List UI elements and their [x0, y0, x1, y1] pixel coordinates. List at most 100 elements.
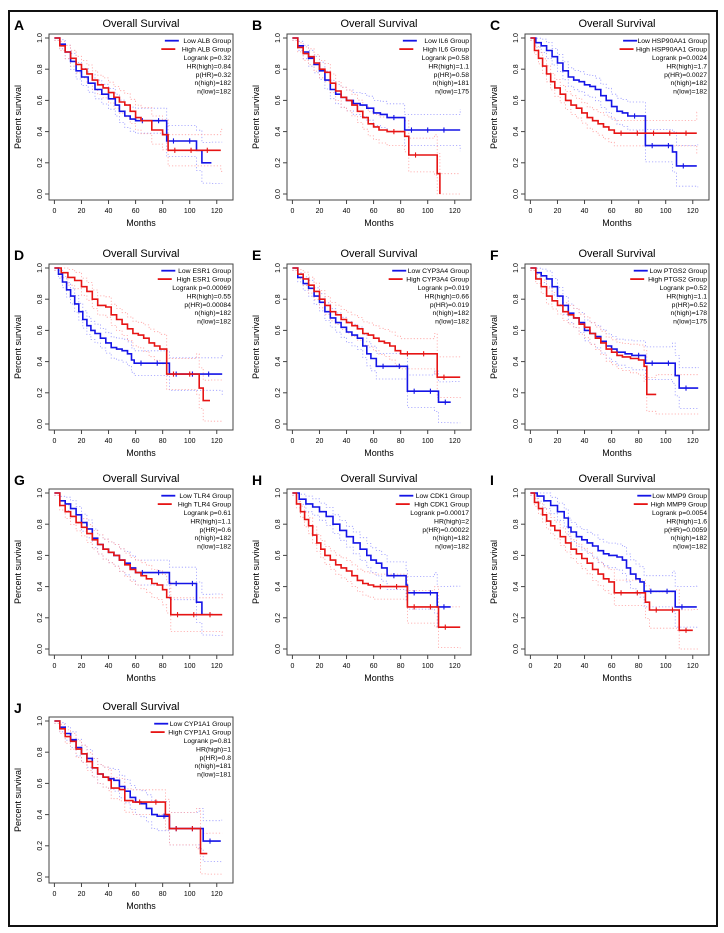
x-tick-label: 60 — [370, 208, 378, 215]
y-tick-label: 0.8 — [513, 519, 520, 529]
x-tick-label: 0 — [52, 663, 56, 670]
panel-letter: B — [252, 17, 262, 33]
x-axis-label: Months — [602, 673, 632, 683]
km-plot-CYP1A1: J Overall Survival 0.0 0.2 0.4 0.6 0.8 1.0 0 20 40… — [13, 700, 234, 911]
y-tick-label: 0.6 — [513, 95, 520, 105]
km-plot-CDK1: H Overall Survival 0.0 0.2 0.4 0.6 0.8 1.0 0 20 40… — [251, 472, 472, 683]
stat-line: Logrank p=0.0024 — [652, 55, 707, 62]
x-axis-label: Months — [364, 673, 394, 683]
y-tick-label: 0.2 — [275, 613, 282, 623]
stat-line: Logrank p=0.32 — [184, 55, 232, 62]
x-tick-label: 100 — [660, 663, 672, 670]
y-tick-label: 0.8 — [275, 64, 282, 74]
stat-line: p(HR)=0.0059 — [664, 527, 707, 534]
x-tick-label: 0 — [528, 663, 532, 670]
low-legend-label: Low CYP3A4 Group — [408, 268, 469, 275]
x-tick-label: 0 — [290, 438, 294, 445]
km-plot-PTGS2: F Overall Survival 0.0 0.2 0.4 0.6 0.8 1.0 0 20 40… — [489, 247, 710, 458]
x-tick-label: 20 — [78, 891, 86, 898]
high-legend-label: High CYP1A1 Group — [168, 729, 231, 736]
y-tick-label: 0.0 — [37, 189, 44, 199]
y-tick-label: 0.8 — [275, 519, 282, 529]
panel-letter: J — [14, 700, 22, 716]
panel-title: Overall Survival — [102, 701, 179, 713]
plot-frame — [286, 33, 472, 201]
high-ci-curve — [292, 37, 461, 175]
y-tick-label: 1.0 — [275, 33, 282, 43]
high-km-curve — [530, 267, 657, 396]
low-legend-label: Low ESR1 Group — [178, 268, 231, 275]
low-km-curve — [530, 492, 697, 608]
x-tick-label: 100 — [184, 663, 196, 670]
low-ci-curve — [530, 39, 699, 188]
low-ci-curve — [54, 39, 223, 184]
y-tick-label: 0.8 — [37, 294, 44, 304]
x-tick-label: 60 — [608, 663, 616, 670]
x-tick-label: 0 — [52, 438, 56, 445]
panel-letter: A — [14, 17, 24, 33]
x-axis-label: Months — [602, 218, 632, 228]
stat-line: HR(high)=1.1 — [428, 63, 469, 70]
stat-line: n(low)=182 — [435, 319, 469, 326]
km-plot-ESR1: D Overall Survival 0.0 0.2 0.4 0.6 0.8 1.0 0 20 40… — [13, 247, 234, 458]
y-tick-label: 0.0 — [513, 644, 520, 654]
x-tick-label: 20 — [316, 663, 324, 670]
panel-title: Overall Survival — [340, 248, 417, 260]
high-legend-label: High IL6 Group — [423, 46, 469, 53]
x-tick-label: 80 — [397, 208, 405, 215]
y-tick-label: 0.0 — [513, 189, 520, 199]
x-tick-label: 20 — [316, 208, 324, 215]
y-tick-label: 0.0 — [37, 419, 44, 429]
y-tick-label: 0.0 — [275, 644, 282, 654]
stat-line: n(low)=175 — [673, 319, 707, 326]
stat-line: HR(high)=0.66 — [425, 293, 470, 300]
x-tick-label: 80 — [635, 663, 643, 670]
low-ci-curve — [530, 492, 699, 587]
y-tick-label: 1.0 — [275, 263, 282, 273]
x-tick-label: 120 — [449, 663, 461, 670]
stat-line: n(high)=182 — [433, 535, 470, 542]
x-tick-label: 40 — [343, 208, 351, 215]
x-tick-label: 20 — [554, 663, 562, 670]
panel-letter: G — [14, 472, 25, 488]
low-ci-curve — [530, 267, 699, 369]
stat-line: HR(high)=0.84 — [187, 63, 232, 70]
high-ci-curve — [530, 492, 699, 611]
y-tick-label: 0.6 — [513, 325, 520, 335]
stat-line: Logrank p=0.58 — [422, 55, 470, 62]
x-tick-label: 60 — [608, 208, 616, 215]
high-ci-curve — [530, 37, 699, 121]
y-tick-label: 1.0 — [513, 33, 520, 43]
stat-line: HR(high)=1 — [196, 746, 231, 753]
low-ci-curve — [54, 37, 223, 143]
high-km-curve — [292, 492, 461, 628]
x-tick-label: 100 — [184, 208, 196, 215]
y-tick-label: 0.2 — [37, 158, 44, 168]
high-legend-label: High CDK1 Group — [414, 501, 469, 508]
stat-line: p(HR)=0.019 — [430, 302, 469, 309]
x-tick-label: 120 — [687, 663, 699, 670]
stat-line: n(high)=182 — [671, 80, 708, 87]
km-panel-I: I Overall Survival 0.0 0.2 0.4 0.6 0.8 1.0 0 20 40… — [486, 468, 724, 696]
high-km-curve — [54, 267, 210, 402]
stat-line: Logrank p=0.0054 — [652, 510, 707, 517]
y-tick-label: 0.6 — [513, 550, 520, 560]
panel-title: Overall Survival — [340, 473, 417, 485]
high-ci-curve — [54, 722, 223, 875]
km-panel-H: H Overall Survival 0.0 0.2 0.4 0.6 0.8 1.0 0 20 40… — [248, 468, 486, 696]
high-km-curve — [292, 37, 441, 194]
x-tick-label: 80 — [159, 208, 167, 215]
y-tick-label: 0.6 — [37, 778, 44, 788]
km-panel-E: E Overall Survival 0.0 0.2 0.4 0.6 0.8 1.0 0 20 40… — [248, 243, 486, 471]
y-tick-label: 0.2 — [513, 613, 520, 623]
plot-frame — [48, 33, 234, 201]
km-panel-D: D Overall Survival 0.0 0.2 0.4 0.6 0.8 1.0 0 20 40… — [10, 243, 248, 471]
y-tick-label: 0.6 — [275, 550, 282, 560]
x-tick-label: 100 — [422, 208, 434, 215]
stat-line: n(low)=182 — [673, 89, 707, 96]
y-tick-label: 0.4 — [513, 127, 520, 137]
km-plot-HSP90AA1: C Overall Survival 0.0 0.2 0.4 0.6 0.8 1.0 0 20 40… — [489, 17, 710, 228]
x-tick-label: 120 — [211, 438, 223, 445]
y-tick-label: 0.6 — [37, 95, 44, 105]
high-ci-curve — [54, 267, 223, 381]
